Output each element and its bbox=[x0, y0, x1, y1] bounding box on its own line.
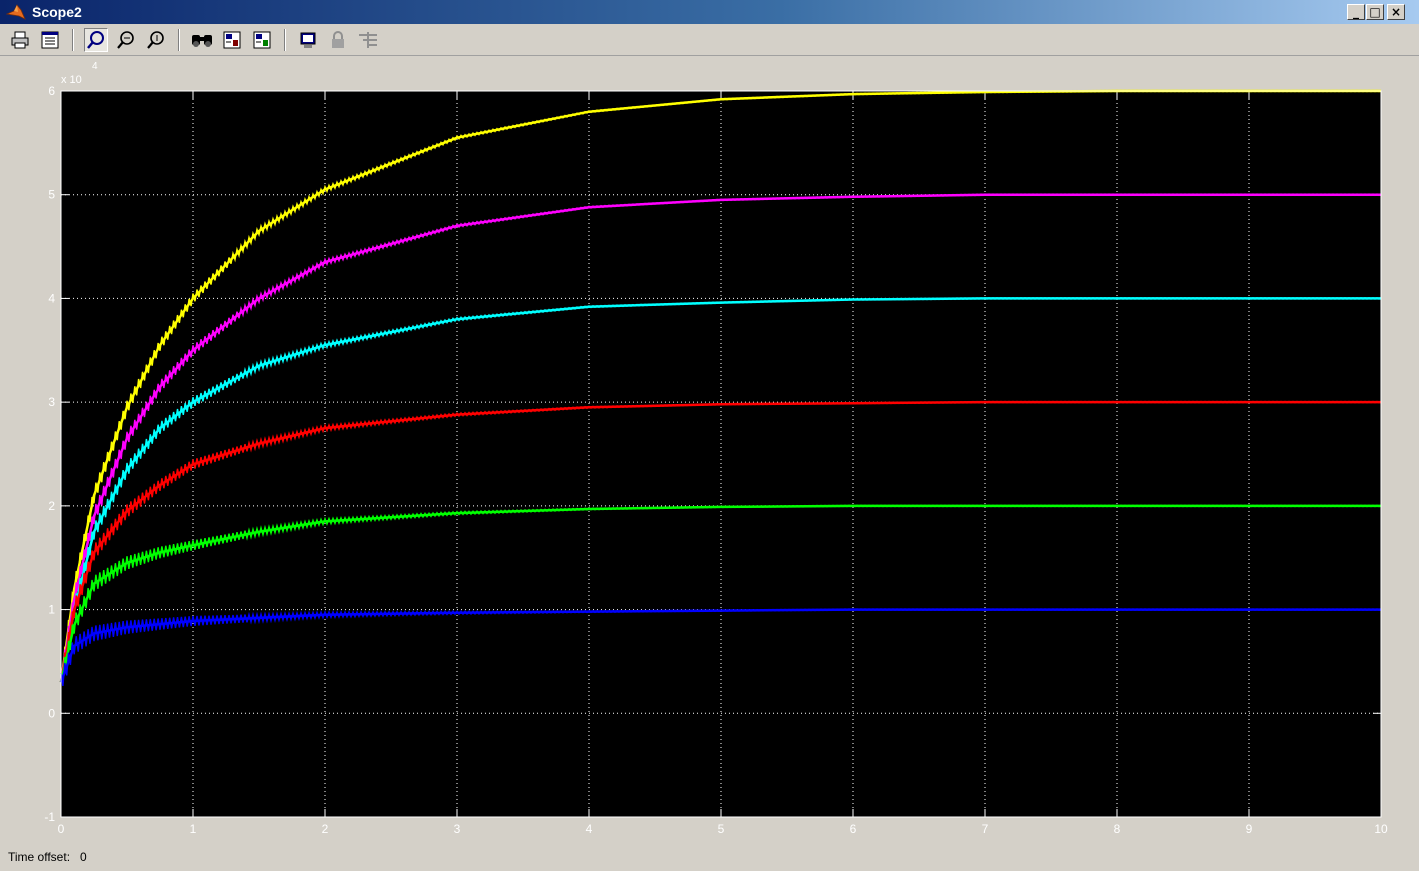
x-tick-label: 10 bbox=[1374, 822, 1388, 836]
x-tick-label: 5 bbox=[718, 822, 725, 836]
y-tick-label: -1 bbox=[44, 810, 55, 824]
series-centerline bbox=[59, 89, 1381, 683]
plot-frame bbox=[60, 90, 1382, 818]
series-centerline bbox=[59, 193, 1381, 683]
autoscale-icon[interactable] bbox=[190, 28, 214, 52]
toolbar-separator bbox=[178, 29, 180, 51]
restore-axes-icon[interactable] bbox=[250, 28, 274, 52]
maximize-button[interactable]: □ bbox=[1366, 4, 1384, 20]
lock-axes-icon[interactable] bbox=[326, 28, 350, 52]
y-tick-label: 1 bbox=[48, 603, 55, 617]
save-axes-icon[interactable] bbox=[220, 28, 244, 52]
series-centerline bbox=[59, 297, 1381, 683]
x-tick-label: 9 bbox=[1246, 822, 1253, 836]
y-tick-label: 4 bbox=[48, 291, 55, 305]
zoom-icon[interactable] bbox=[84, 28, 108, 52]
y-tick-label: 5 bbox=[48, 188, 55, 202]
series-centerline bbox=[59, 400, 1381, 683]
x-tick-label: 4 bbox=[586, 822, 593, 836]
scope-display: 0 1 2 3 4 5 6 7 8 9 10 -1 0 1 2 3 4 5 6 x 10 4 bbox=[0, 57, 1419, 871]
matlab-logo-icon bbox=[6, 4, 26, 20]
series-centerline bbox=[59, 504, 1381, 683]
zoom-y-icon[interactable] bbox=[144, 28, 168, 52]
x-tick-label: 1 bbox=[190, 822, 197, 836]
y-exponent: 4 bbox=[92, 61, 98, 72]
y-exponent-label: x 10 bbox=[61, 74, 82, 86]
close-button[interactable]: × bbox=[1387, 4, 1405, 20]
minimize-button[interactable]: _ bbox=[1347, 4, 1365, 20]
floating-scope-icon[interactable] bbox=[296, 28, 320, 52]
x-tick-label: 2 bbox=[322, 822, 329, 836]
parameters-icon[interactable] bbox=[38, 28, 62, 52]
time-offset-readout: Time offset: 0 bbox=[8, 850, 87, 864]
toolbar-separator bbox=[72, 29, 74, 51]
time-offset-label: Time offset: bbox=[8, 850, 71, 864]
toolbar-separator bbox=[284, 29, 286, 51]
zoom-x-icon[interactable] bbox=[114, 28, 138, 52]
y-tick-label: 3 bbox=[48, 395, 55, 409]
x-tick-label: 7 bbox=[982, 822, 989, 836]
x-tick-label: 0 bbox=[58, 822, 65, 836]
window-title: Scope2 bbox=[32, 4, 82, 20]
signal-selection-icon[interactable] bbox=[356, 28, 380, 52]
series-centerline bbox=[59, 608, 1381, 683]
toolbar bbox=[0, 25, 1419, 56]
x-tick-label: 8 bbox=[1114, 822, 1121, 836]
title-bar[interactable]: Scope2 _ □ × bbox=[0, 0, 1419, 24]
print-icon[interactable] bbox=[8, 28, 32, 52]
x-tick-label: 3 bbox=[454, 822, 461, 836]
y-tick-label: 0 bbox=[48, 706, 55, 720]
y-tick-label: 2 bbox=[48, 499, 55, 513]
time-offset-value: 0 bbox=[80, 850, 87, 864]
y-tick-label: 6 bbox=[48, 84, 55, 98]
x-tick-label: 6 bbox=[850, 822, 857, 836]
